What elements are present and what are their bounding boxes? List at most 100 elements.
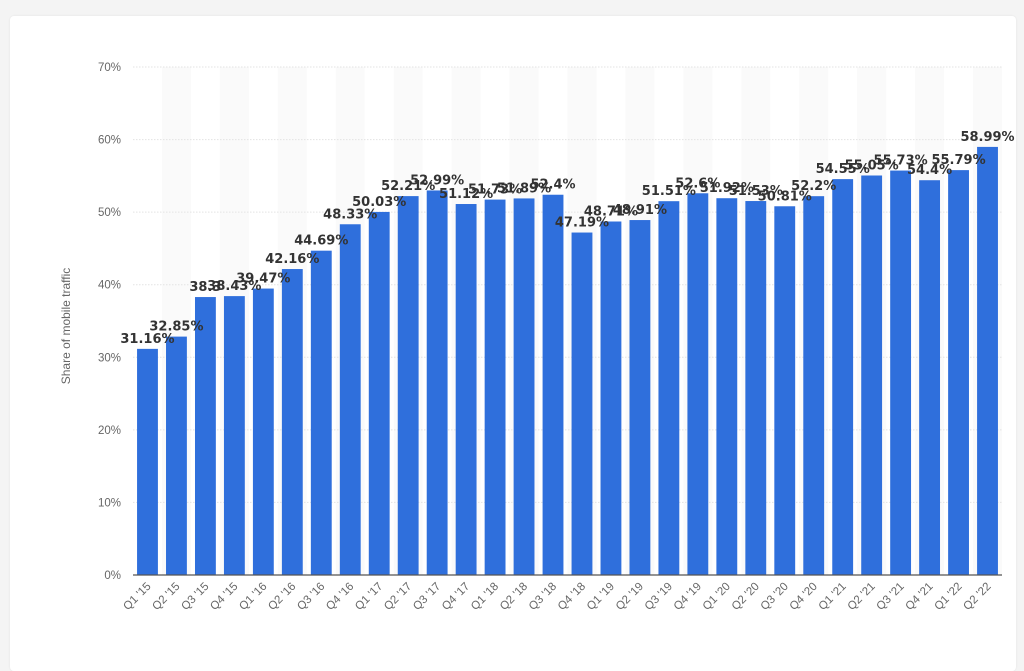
bar[interactable] <box>281 269 303 575</box>
data-label: 55.73% <box>874 154 928 169</box>
x-tick-label: Q2 '21 <box>846 581 878 613</box>
data-label: 52.21% <box>381 179 435 194</box>
bar[interactable] <box>745 201 767 575</box>
data-label: 38.3 <box>189 280 221 295</box>
chart-card: 31.16% 32.85% 38.3 38.43% 39.47% 42.16% 44.69%… <box>10 16 1016 671</box>
x-tick-label: Q2 '16 <box>266 581 298 613</box>
x-tick-label: Q3 '16 <box>295 581 327 613</box>
data-label: 52.6% <box>675 176 720 191</box>
data-label: 48.33% <box>323 207 377 222</box>
y-axis-title: Share of mobile traffic <box>59 268 73 385</box>
x-tick-label: Q2 '15 <box>150 581 182 613</box>
y-tick-label: 0% <box>104 570 121 582</box>
bar[interactable] <box>803 196 825 576</box>
bar[interactable] <box>339 224 361 576</box>
data-label: 38.43% <box>207 279 261 294</box>
x-tick-label: Q1 '21 <box>817 581 849 613</box>
data-label: 51.73% <box>468 183 522 198</box>
bar[interactable] <box>426 190 448 575</box>
data-label: 58.99% <box>960 130 1014 145</box>
bar[interactable] <box>252 288 274 575</box>
bar[interactable] <box>832 179 854 575</box>
bars-layer <box>137 146 998 576</box>
bar[interactable] <box>687 193 709 575</box>
x-tick-label: Q4 '16 <box>324 581 356 613</box>
data-label: 39.47% <box>236 272 290 287</box>
x-tick-label: Q1 '17 <box>353 581 385 613</box>
data-label: 54.4% <box>907 163 952 178</box>
x-tick-label: Q4 '15 <box>208 581 240 613</box>
data-label: 55.79% <box>931 153 985 168</box>
data-label: 51.51% <box>642 184 696 199</box>
bar[interactable] <box>542 194 564 575</box>
bar[interactable] <box>194 297 216 575</box>
bar[interactable] <box>861 175 883 575</box>
bar[interactable] <box>166 336 187 575</box>
x-tick-label: Q2 '19 <box>614 581 646 613</box>
bar[interactable] <box>455 204 477 575</box>
data-label: 55.05% <box>845 158 899 173</box>
data-label: 51.12% <box>439 187 493 202</box>
bar[interactable] <box>977 146 998 576</box>
data-label: 32.85% <box>149 320 203 335</box>
bar[interactable] <box>716 198 738 575</box>
bar[interactable] <box>397 196 419 576</box>
x-tick-label: Q1 '22 <box>932 581 964 613</box>
data-label: 51.89% <box>497 181 551 196</box>
bar-chart: 31.16%32.85% 38.338.43%39.47% 42.16% 44.69%… <box>59 62 1015 613</box>
x-tick-label: Q4 '18 <box>556 581 588 613</box>
data-label: 54.55% <box>816 162 870 177</box>
x-tick-label: Q1 '20 <box>701 581 733 613</box>
x-tick-label: Q4 '21 <box>904 581 936 613</box>
x-tick-label: Q2 '20 <box>730 581 762 613</box>
bar[interactable] <box>774 206 796 575</box>
x-tick-label: Q3 '20 <box>759 581 791 613</box>
x-tick-label: Q2 '18 <box>498 581 530 613</box>
data-label: 51.92% <box>700 181 754 196</box>
y-tick-label: 20% <box>98 425 121 437</box>
x-tick-label: Q4 '17 <box>440 581 472 613</box>
x-tick-label: Q4 '20 <box>788 581 820 613</box>
data-label: 31.16% <box>120 332 174 347</box>
data-labels-layer: 31.16%32.85% 38.338.43%39.47% 42.16% 44.69%… <box>120 130 1014 347</box>
x-tick-label: Q3 '19 <box>643 581 675 613</box>
bar[interactable] <box>310 250 332 575</box>
y-tick-label: 70% <box>98 62 121 74</box>
x-tick-label: Q4 '19 <box>672 581 704 613</box>
bar[interactable] <box>137 348 158 575</box>
y-tick-label: 10% <box>98 497 121 509</box>
bar[interactable] <box>948 170 969 575</box>
x-tick-label: Q3 '17 <box>411 581 443 613</box>
y-tick-label: 30% <box>98 352 121 364</box>
y-tick-label: 50% <box>98 207 121 219</box>
data-label: 52.2% <box>791 179 836 194</box>
bar[interactable] <box>368 211 390 575</box>
data-label: 52.4% <box>530 178 575 193</box>
x-tick-label: Q3 '18 <box>527 581 559 613</box>
bar[interactable] <box>919 180 941 575</box>
x-tick-label: Q1 '16 <box>237 581 269 613</box>
x-tick-label: Q1 '15 <box>121 581 153 613</box>
bar[interactable] <box>484 199 506 575</box>
x-tick-label: Q1 '18 <box>469 581 501 613</box>
bar[interactable] <box>629 220 651 575</box>
bar[interactable] <box>571 232 593 575</box>
data-label: 44.69% <box>294 234 348 249</box>
bar[interactable] <box>658 201 680 575</box>
data-label: 51.53% <box>729 184 783 199</box>
x-tick-label: Q3 '15 <box>179 581 211 613</box>
data-label: 50.81% <box>758 189 812 204</box>
x-tick-label: Q2 '22 <box>961 581 993 613</box>
y-tick-label: 60% <box>98 135 121 147</box>
data-label: 52.99% <box>410 173 464 188</box>
y-tick-label: 40% <box>98 280 121 292</box>
bar[interactable] <box>513 198 535 575</box>
x-tick-label: Q2 '17 <box>382 581 414 613</box>
x-tick-label: Q3 '21 <box>875 581 907 613</box>
data-label: 42.16% <box>265 252 319 267</box>
bar[interactable] <box>600 221 622 575</box>
x-tick-label: Q1 '19 <box>585 581 617 613</box>
bar[interactable] <box>890 170 912 575</box>
bar[interactable] <box>223 296 245 575</box>
data-label: 50.03% <box>352 195 406 210</box>
